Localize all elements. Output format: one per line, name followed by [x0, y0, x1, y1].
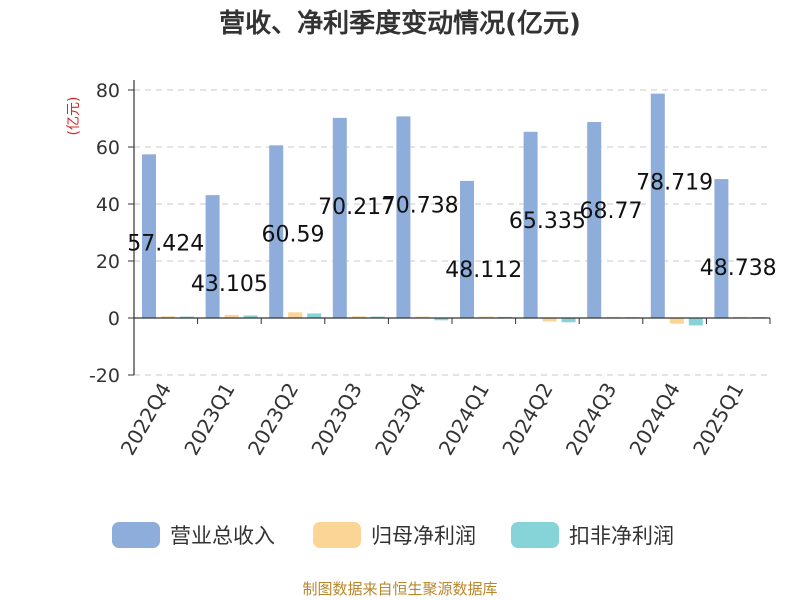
bar-net-profit-2023Q1 [224, 314, 239, 318]
x-tick-label: 2023Q2 [243, 379, 303, 460]
x-tick-label: 2024Q4 [624, 379, 684, 460]
bar-net-profit-2023Q4 [415, 316, 430, 318]
data-label-revenue: 43.105 [191, 272, 268, 297]
legend-swatch[interactable] [313, 522, 361, 548]
y-tick-label: 60 [96, 137, 120, 159]
y-tick-label: -20 [89, 365, 120, 387]
data-label-revenue: 78.719 [636, 171, 713, 196]
axes: -20 0 20 40 60 80 2022Q4 2023Q1 2023Q2 2023Q3 2023… [89, 80, 771, 460]
bar-deducted-profit-2022Q4 [180, 316, 194, 318]
x-tick-label: 2022Q4 [116, 379, 176, 460]
bar-deducted-profit-2023Q3 [370, 316, 385, 318]
bar-revenue-2024Q1 [460, 180, 474, 318]
legend-swatch[interactable] [511, 522, 559, 548]
bar-revenue-2023Q1 [205, 195, 220, 318]
data-label-revenue: 48.112 [445, 258, 522, 283]
data-label-revenue: 70.217 [318, 195, 395, 220]
x-tick-label: 2024Q2 [497, 379, 557, 460]
y-axis-unit: (亿元) [66, 97, 82, 136]
y-tick-label: 20 [96, 251, 120, 273]
legend: 营业总收入 归母净利润 扣非净利润 [112, 522, 674, 548]
bar-revenue-2025Q1 [714, 179, 729, 318]
x-tick-label: 2023Q1 [179, 379, 239, 460]
bar-net-profit-2022Q4 [161, 316, 175, 318]
legend-swatch[interactable] [112, 522, 160, 548]
x-tick-label: 2025Q1 [688, 379, 748, 460]
y-tick-label: 40 [96, 194, 120, 216]
bar-revenue-2023Q3 [332, 117, 347, 318]
bar-revenue-2023Q2 [269, 145, 284, 318]
source-note: 制图数据来自恒生聚源数据库 [302, 580, 497, 598]
bar-revenue-2024Q4 [650, 93, 665, 318]
bar-revenue-2023Q4 [396, 116, 411, 318]
bar-deducted-profit-2023Q4 [434, 318, 449, 321]
bar-net-profit-2023Q3 [351, 316, 366, 318]
legend-label[interactable]: 营业总收入 [170, 524, 275, 548]
x-tick-label: 2024Q3 [561, 379, 621, 460]
bar-revenue-2024Q2 [523, 131, 538, 318]
bar-deducted-profit-2023Q1 [243, 315, 258, 318]
x-tick-label: 2023Q4 [370, 379, 430, 460]
bar-net-profit-2024Q1 [479, 316, 493, 318]
data-label-revenue: 68.77 [580, 199, 643, 224]
data-label-revenue: 60.59 [262, 222, 325, 247]
bar-deducted-profit-2023Q2 [307, 313, 322, 318]
data-label-revenue: 70.738 [382, 193, 459, 218]
data-label-revenue: 48.738 [700, 256, 777, 281]
x-tick-label: 2024Q1 [434, 379, 494, 460]
bar-revenue-2024Q3 [587, 122, 602, 319]
bar-net-profit-2024Q2 [542, 318, 557, 322]
data-label-revenue: 57.424 [127, 231, 204, 256]
chart-title: 营收、净利季度变动情况(亿元) [219, 8, 581, 39]
bar-deducted-profit-2024Q2 [561, 318, 576, 323]
bar-revenue-2022Q4 [142, 154, 156, 318]
bar-deducted-profit-2024Q4 [688, 318, 703, 326]
bar-net-profit-2024Q4 [669, 318, 684, 324]
legend-label[interactable]: 归母净利润 [371, 524, 476, 548]
bars [142, 93, 767, 326]
legend-label[interactable]: 扣非净利润 [569, 524, 674, 548]
data-label-revenue: 65.335 [509, 209, 586, 234]
x-tick-label: 2023Q3 [306, 379, 366, 460]
y-tick-label: 80 [96, 80, 120, 102]
y-tick-label: 0 [108, 308, 120, 330]
bar-net-profit-2023Q2 [288, 312, 303, 318]
gridlines [134, 89, 770, 376]
